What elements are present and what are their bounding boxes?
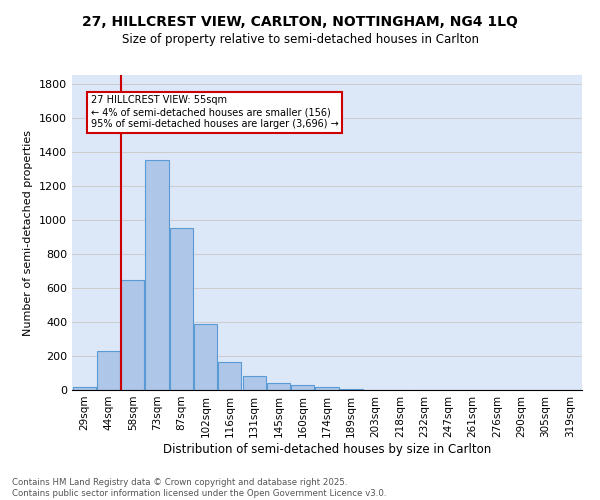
Bar xyxy=(145,160,169,390)
Bar xyxy=(316,386,338,390)
Bar xyxy=(291,385,314,390)
Bar xyxy=(340,389,363,390)
Bar xyxy=(242,376,266,390)
Bar xyxy=(170,228,193,390)
X-axis label: Distribution of semi-detached houses by size in Carlton: Distribution of semi-detached houses by … xyxy=(163,442,491,456)
Bar xyxy=(194,324,217,390)
Bar xyxy=(267,383,290,390)
Bar xyxy=(121,280,144,390)
Y-axis label: Number of semi-detached properties: Number of semi-detached properties xyxy=(23,130,34,336)
Bar xyxy=(218,362,241,390)
Bar xyxy=(73,386,95,390)
Bar xyxy=(97,351,120,390)
Text: Size of property relative to semi-detached houses in Carlton: Size of property relative to semi-detach… xyxy=(121,32,479,46)
Text: Contains HM Land Registry data © Crown copyright and database right 2025.
Contai: Contains HM Land Registry data © Crown c… xyxy=(12,478,386,498)
Text: 27, HILLCREST VIEW, CARLTON, NOTTINGHAM, NG4 1LQ: 27, HILLCREST VIEW, CARLTON, NOTTINGHAM,… xyxy=(82,15,518,29)
Text: 27 HILLCREST VIEW: 55sqm
← 4% of semi-detached houses are smaller (156)
95% of s: 27 HILLCREST VIEW: 55sqm ← 4% of semi-de… xyxy=(91,96,338,128)
